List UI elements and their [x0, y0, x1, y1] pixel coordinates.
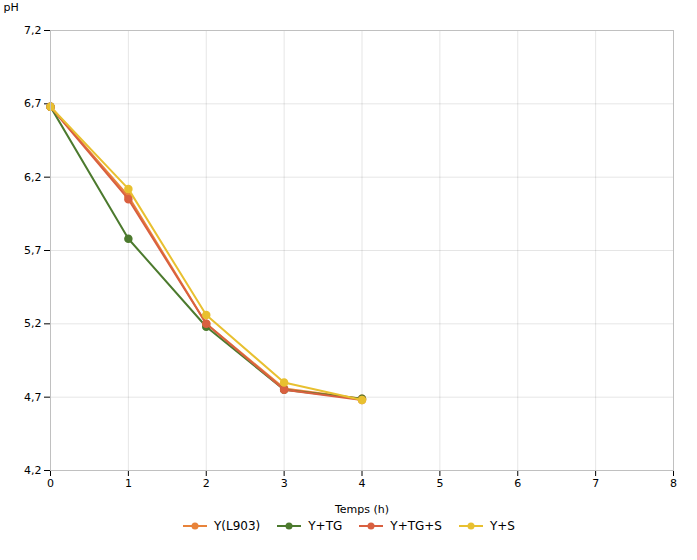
html-text:Y+S: Y+S	[490, 519, 515, 533]
svg-text:5,7: 5,7	[24, 244, 42, 257]
svg-text:4: 4	[359, 477, 366, 490]
html-text:Y(L903): Y(L903)	[214, 519, 261, 533]
svg-text:pH: pH	[4, 1, 19, 14]
svg-text:6,2: 6,2	[24, 171, 42, 184]
svg-text:5,2: 5,2	[24, 317, 42, 330]
svg-text:6,7: 6,7	[24, 97, 42, 110]
svg-text:3: 3	[281, 477, 288, 490]
svg-text:2: 2	[203, 477, 210, 490]
svg-text:7: 7	[592, 477, 599, 490]
svg-text:Temps (h): Temps (h)	[334, 503, 389, 516]
svg-text:4,7: 4,7	[24, 391, 42, 404]
html-text:Y+TG+S: Y+TG+S	[390, 519, 442, 533]
svg-text:6: 6	[514, 477, 521, 490]
svg-text:7,2: 7,2	[24, 24, 42, 37]
html-text:Y+TG: Y+TG	[308, 519, 343, 533]
svg-text:8: 8	[670, 477, 677, 490]
svg-text:4,2: 4,2	[24, 464, 42, 477]
svg-text:0: 0	[47, 477, 54, 490]
svg-text:5: 5	[436, 477, 443, 490]
svg-text:1: 1	[125, 477, 132, 490]
